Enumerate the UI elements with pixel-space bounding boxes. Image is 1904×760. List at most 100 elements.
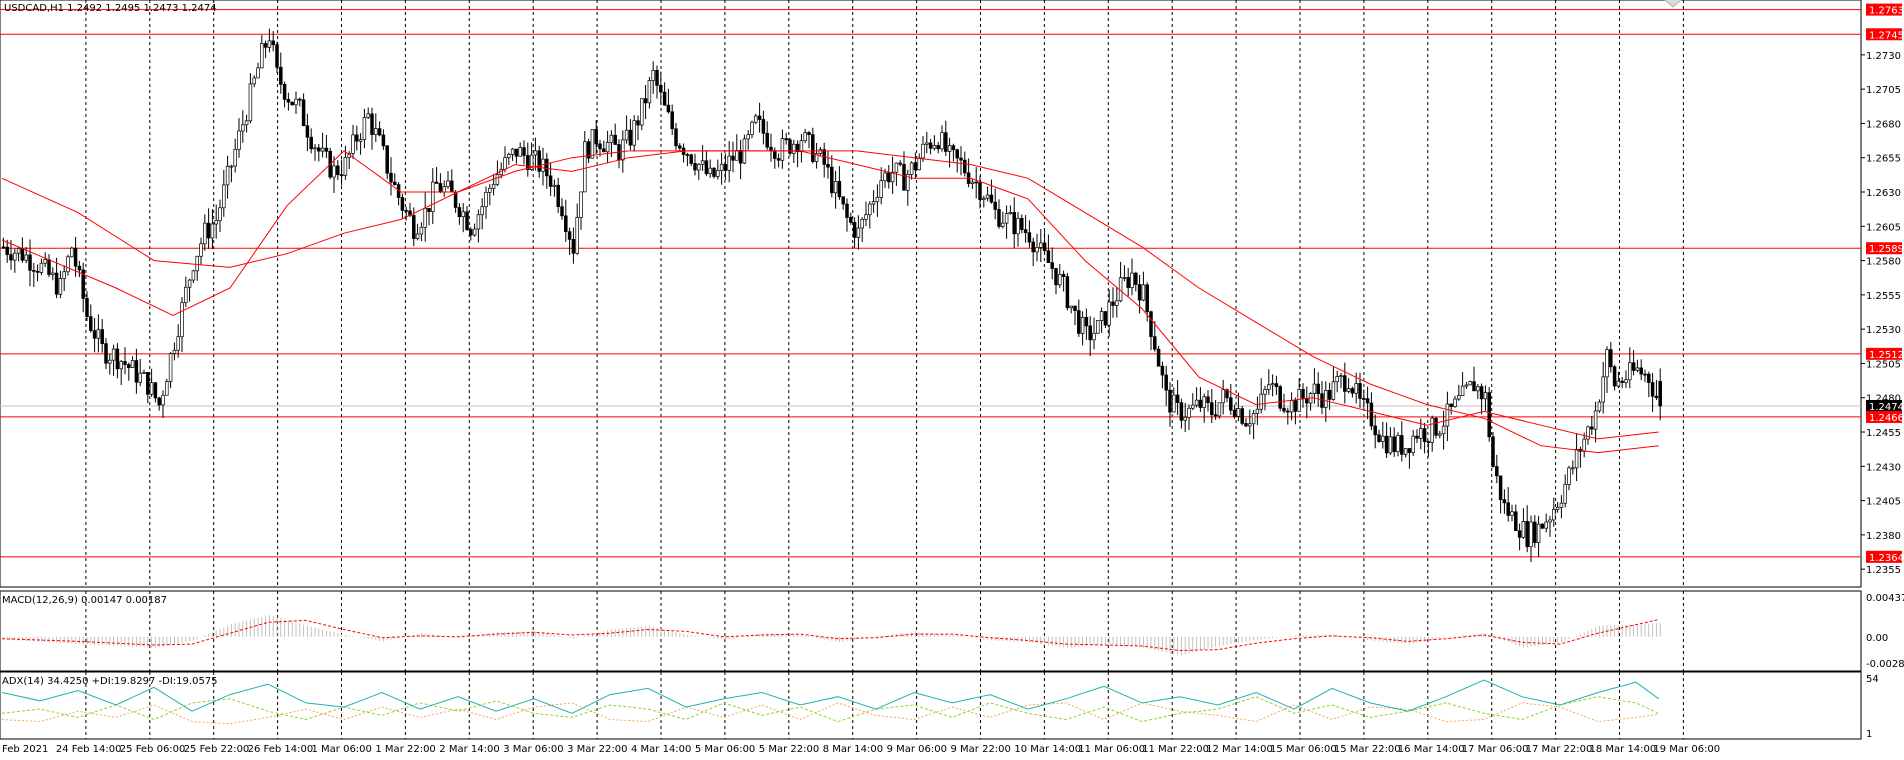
candle <box>1578 446 1583 468</box>
candle <box>248 73 253 124</box>
candle <box>157 396 161 411</box>
candle <box>1468 380 1472 386</box>
candle <box>947 137 952 168</box>
candle <box>146 372 150 404</box>
candle <box>617 139 621 169</box>
candle <box>1103 311 1108 329</box>
candle <box>735 134 739 161</box>
candle <box>1297 378 1301 412</box>
candle <box>256 62 260 79</box>
candle <box>54 257 59 299</box>
time-tick-label: 9 Mar 06:00 <box>887 744 947 755</box>
candle <box>1084 308 1089 340</box>
candle <box>89 304 93 333</box>
adx-tick-label: 54 <box>1866 674 1879 685</box>
collapse-icon[interactable] <box>1664 0 1682 8</box>
candle <box>757 102 762 133</box>
candle <box>305 113 310 152</box>
candle <box>480 198 484 230</box>
price-tick-label: 1.2605 <box>1866 222 1901 233</box>
candle <box>780 129 785 169</box>
candle <box>123 347 127 375</box>
candle <box>317 144 321 162</box>
candle <box>731 141 735 173</box>
price-panel[interactable]: USDCAD,H1 1.2492 1.2495 1.2473 1.2474 <box>0 0 1862 588</box>
adx-panel[interactable]: ADX(14) 34.4250 +DI:19.8297 -DI:19.0575 <box>0 671 1862 740</box>
candle <box>712 167 716 179</box>
candle <box>1251 410 1256 440</box>
candle <box>761 110 766 145</box>
time-tick-label: 24 Feb 14:00 <box>56 744 122 755</box>
candle <box>1510 504 1514 522</box>
price-tick-label: 1.2555 <box>1866 291 1901 302</box>
candle <box>1521 508 1526 539</box>
candle <box>852 217 857 249</box>
time-tick-label: 11 Mar 06:00 <box>1078 744 1145 755</box>
time-tick-label: 4 Mar 14:00 <box>631 744 691 755</box>
candle <box>868 201 872 229</box>
candle <box>43 252 47 268</box>
candle <box>1498 475 1503 514</box>
candle <box>176 324 180 358</box>
candle <box>959 146 963 176</box>
candle <box>1350 386 1355 398</box>
candle <box>723 153 728 180</box>
price-axis: 1.27751.27631.27451.27301.27051.26801.26… <box>1861 0 1904 576</box>
price-tag-label: 1.2763 <box>1869 6 1904 17</box>
time-tick-label: 25 Feb 06:00 <box>120 744 186 755</box>
candle <box>1384 422 1389 459</box>
candle <box>1403 448 1408 458</box>
candle <box>279 52 283 94</box>
candle <box>32 263 36 288</box>
candle <box>419 222 424 242</box>
candle <box>218 199 222 233</box>
price-panel-frame <box>0 0 1862 588</box>
time-tick-label: 19 Mar 06:00 <box>1653 744 1720 755</box>
candle <box>180 297 184 353</box>
candle <box>655 65 659 99</box>
macd-axis: 0.00437 0.00 -0.00287 <box>1866 593 1904 670</box>
candle <box>301 93 306 127</box>
candle <box>457 203 462 225</box>
candle <box>966 158 971 188</box>
candle <box>108 353 112 375</box>
time-tick-label: 10 Mar 14:00 <box>1014 744 1081 755</box>
candle <box>1175 380 1180 416</box>
candles <box>1 28 1662 563</box>
candle <box>913 152 918 179</box>
candle <box>997 199 1001 229</box>
candle <box>1039 228 1043 263</box>
candle <box>807 131 811 149</box>
candle <box>153 381 158 403</box>
candle <box>1422 422 1427 454</box>
price-tick-label: 1.2380 <box>1866 531 1901 542</box>
price-tick-label: 1.2505 <box>1866 359 1901 370</box>
price-tick-label: 1.2455 <box>1866 428 1901 439</box>
candle <box>1046 234 1051 263</box>
price-tick-label: 1.2680 <box>1866 119 1901 130</box>
candle <box>522 140 526 165</box>
candle <box>320 132 325 158</box>
candle <box>1631 350 1636 376</box>
candle <box>1244 418 1248 427</box>
time-tick-label: 2 Mar 14:00 <box>439 744 499 755</box>
candle <box>1460 372 1465 397</box>
candle <box>1635 359 1640 373</box>
price-tick-label: 1.2630 <box>1866 188 1901 199</box>
candle <box>700 145 705 171</box>
candle <box>1472 366 1476 392</box>
candle <box>1517 523 1522 551</box>
level-tag <box>1866 410 1902 423</box>
candle <box>647 76 652 109</box>
candle <box>1160 361 1165 389</box>
candle <box>168 352 173 389</box>
candle <box>237 118 241 158</box>
candle <box>1016 212 1020 247</box>
candle <box>1335 370 1339 393</box>
candle <box>1601 361 1605 414</box>
candle <box>1476 384 1480 400</box>
candle <box>446 171 450 189</box>
macd-panel[interactable]: MACD(12,26,9) 0.00147 0.00187 <box>0 590 1862 672</box>
time-tick-label: 11 Mar 22:00 <box>1142 744 1209 755</box>
